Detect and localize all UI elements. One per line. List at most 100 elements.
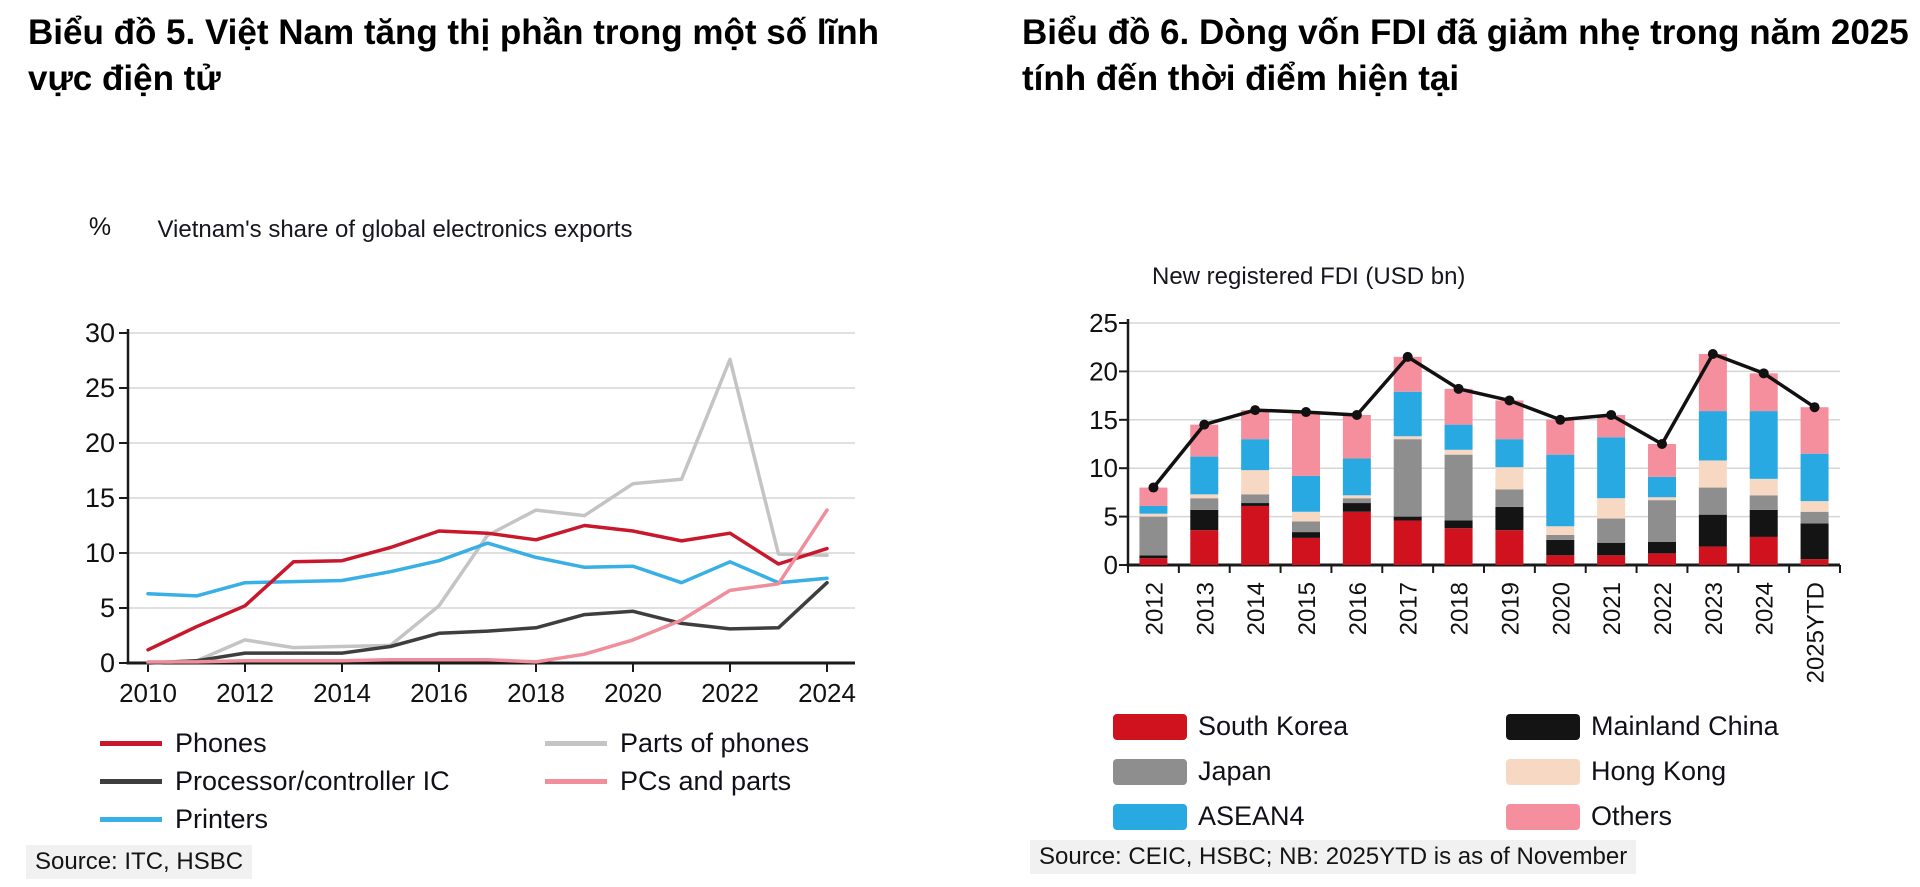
legend-item-south-korea: South Korea [1113, 704, 1506, 749]
right-chart-source: Source: CEIC, HSBC; NB: 2025YTD is as of… [1030, 840, 1637, 874]
y-axis-unit-label: % [89, 213, 111, 241]
total-dot [1453, 383, 1464, 394]
bar-segment-asean4 [1495, 439, 1524, 468]
total-dot [1504, 395, 1515, 406]
legend-item-others: Others [1506, 794, 1779, 839]
legend-label: Mainland China [1591, 711, 1779, 741]
y-tick-label: 5 [100, 593, 115, 623]
bar-segment-mainland-china [1698, 514, 1727, 547]
series-line-processor-controller-ic [146, 580, 829, 665]
x-category-label: 2016 [1345, 582, 1372, 635]
x-category-label: 2023 [1701, 582, 1728, 635]
parts-of-phones-line-swatch [545, 740, 607, 746]
bar-segment-asean4 [1546, 454, 1575, 527]
bar-segment-asean4 [1698, 411, 1727, 461]
x-category-label: 2022 [1650, 582, 1677, 635]
x-category-label: 2024 [1752, 582, 1779, 635]
bar-segment-south-korea [1495, 530, 1524, 565]
bar-segment-others [1292, 412, 1320, 476]
bar-segment-hong-kong [1292, 511, 1320, 522]
bar-segment-asean4 [1292, 475, 1320, 512]
legend-label: South Korea [1198, 711, 1349, 741]
bar-segment-asean4 [1139, 505, 1168, 514]
bar-segment-south-korea [1800, 559, 1829, 565]
y-tick-label: 5 [1104, 502, 1118, 532]
bar-segment-hong-kong [1597, 498, 1626, 519]
fdi-stacked-bar-chart: New registered FDI (USD bn) 0 5 10 15 20 25 201… [1089, 263, 1841, 683]
bar-segment-south-korea [1698, 546, 1727, 565]
series-line-phones [146, 523, 829, 652]
left-chart-source: Source: ITC, HSBC [26, 845, 253, 879]
bar-segment-asean4 [1241, 439, 1270, 471]
bar-segment-japan [1444, 454, 1473, 521]
x-tick-label: 2012 [216, 678, 274, 708]
line-chart-title: Vietnam's share of global electronics ex… [157, 216, 632, 243]
electronics-share-line-chart: % Vietnam's share of global electronics e… [85, 213, 856, 708]
bar-segment-hong-kong [1698, 460, 1727, 488]
bar-segment-asean4 [1342, 458, 1371, 496]
bar-segment-others [1546, 419, 1575, 455]
legend-label: ASEAN4 [1198, 801, 1305, 831]
x-tick-label: 2024 [798, 678, 856, 708]
bar-segment-japan [1241, 494, 1270, 504]
bar-segment-south-korea [1546, 555, 1575, 565]
bar-segment-japan [1749, 495, 1778, 510]
bar-segment-hong-kong [1190, 494, 1219, 499]
bar-segment-hong-kong [1393, 436, 1422, 440]
y-tick-label: 30 [85, 318, 115, 348]
bar-segment-others [1139, 487, 1168, 506]
bar-segment-asean4 [1444, 424, 1473, 450]
bar-segment-mainland-china [1546, 539, 1575, 556]
pcs-and-parts-line-swatch [545, 778, 607, 784]
bar-segment-hong-kong [1495, 467, 1524, 490]
bar-segment-japan [1698, 487, 1727, 515]
total-dot [1555, 414, 1566, 425]
bar-segment-south-korea [1597, 555, 1626, 565]
bar-segment-hong-kong [1444, 449, 1473, 455]
y-tick-label: 0 [1104, 550, 1118, 580]
bar-segment-mainland-china [1139, 555, 1168, 559]
processor-ic-line-swatch [100, 778, 162, 784]
total-dot [1758, 368, 1769, 379]
bar-segment-others [1190, 424, 1219, 457]
series-line-printers [146, 541, 829, 598]
bar-segment-asean4 [1597, 437, 1626, 499]
x-tick-label: 2010 [119, 678, 177, 708]
x-category-label: 2018 [1447, 582, 1474, 635]
bar-segment-others [1495, 400, 1524, 440]
y-tick-label: 25 [1089, 308, 1118, 338]
y-tick-label: 20 [85, 428, 115, 458]
x-tick-label: 2014 [313, 678, 371, 708]
left-chart-heading: Biểu đồ 5. Việt Nam tăng thị phần trong … [28, 13, 880, 99]
legend-label: Printers [175, 803, 269, 834]
legend-item-parts-of-phones: Parts of phones [545, 724, 809, 762]
line-chart-legend: Phones Parts of phones Processor/control… [100, 724, 809, 838]
x-category-label: 2025YTD [1803, 582, 1830, 683]
bar-segment-japan [1800, 511, 1829, 524]
others-swatch [1506, 803, 1580, 830]
phones-line-swatch [100, 740, 162, 746]
total-dot [1606, 409, 1617, 420]
x-category-label: 2014 [1243, 582, 1270, 635]
legend-label: Japan [1198, 756, 1272, 786]
bar-segment-mainland-china [1444, 520, 1473, 529]
legend-item-hong-kong: Hong Kong [1506, 749, 1779, 794]
y-tick-label: 0 [100, 648, 115, 678]
bar-segment-south-korea [1342, 511, 1371, 565]
bar-segment-mainland-china [1495, 506, 1524, 531]
legend-label: Processor/controller IC [175, 765, 450, 796]
bar-segment-japan [1495, 489, 1524, 507]
series-line-parts-of-phones [146, 357, 829, 665]
y-tick-label: 25 [85, 373, 115, 403]
bar-segment-hong-kong [1139, 513, 1168, 517]
total-dot [1250, 405, 1261, 416]
total-dot [1199, 419, 1210, 430]
bar-segment-asean4 [1190, 456, 1219, 495]
legend-item-asean4: ASEAN4 [1113, 794, 1506, 839]
legend-item-mainland-china: Mainland China [1506, 704, 1779, 749]
japan-swatch [1113, 758, 1187, 785]
total-dot [1707, 348, 1718, 359]
y-tick-label: 15 [85, 483, 115, 513]
bar-segment-hong-kong [1241, 470, 1270, 495]
legend-label: Others [1591, 801, 1673, 831]
